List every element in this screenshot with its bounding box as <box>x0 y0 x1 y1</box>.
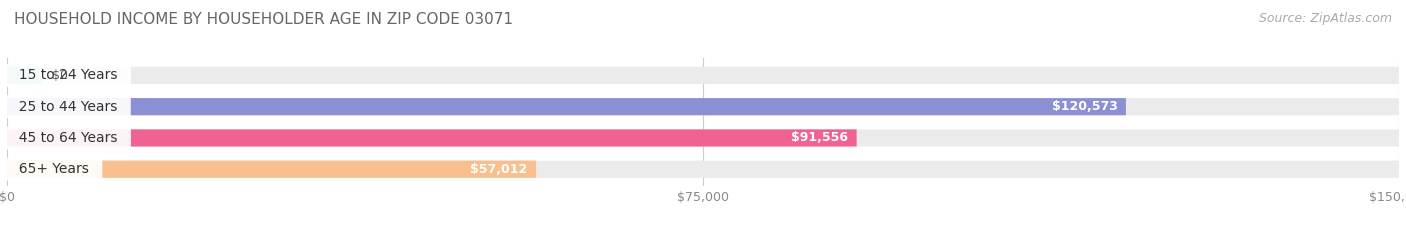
Text: 45 to 64 Years: 45 to 64 Years <box>10 131 127 145</box>
FancyBboxPatch shape <box>7 129 1399 147</box>
FancyBboxPatch shape <box>7 161 536 178</box>
FancyBboxPatch shape <box>7 129 856 147</box>
FancyBboxPatch shape <box>7 98 1126 115</box>
Text: Source: ZipAtlas.com: Source: ZipAtlas.com <box>1258 12 1392 25</box>
FancyBboxPatch shape <box>7 67 42 84</box>
FancyBboxPatch shape <box>7 161 1399 178</box>
FancyBboxPatch shape <box>7 67 1399 84</box>
Text: 65+ Years: 65+ Years <box>10 162 97 176</box>
FancyBboxPatch shape <box>7 98 1399 115</box>
Text: HOUSEHOLD INCOME BY HOUSEHOLDER AGE IN ZIP CODE 03071: HOUSEHOLD INCOME BY HOUSEHOLDER AGE IN Z… <box>14 12 513 27</box>
Text: $57,012: $57,012 <box>471 163 527 176</box>
Text: 25 to 44 Years: 25 to 44 Years <box>10 100 127 114</box>
Text: $91,556: $91,556 <box>792 131 848 144</box>
Text: 15 to 24 Years: 15 to 24 Years <box>10 69 127 82</box>
Text: $0: $0 <box>52 69 67 82</box>
Text: $120,573: $120,573 <box>1052 100 1118 113</box>
